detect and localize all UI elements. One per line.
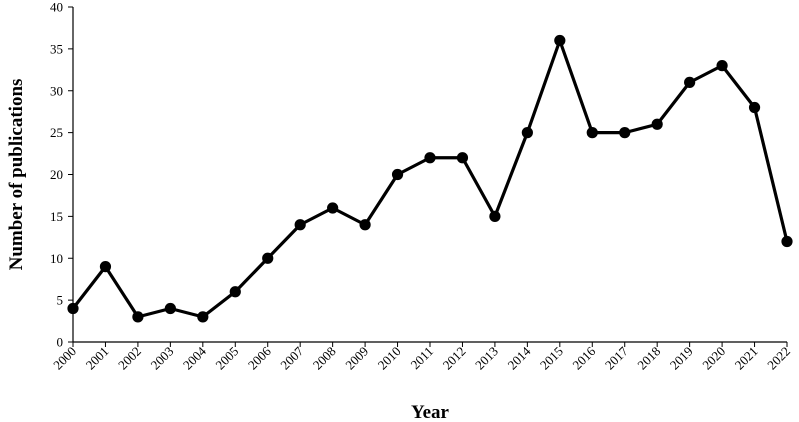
- y-tick-label: 10: [50, 251, 63, 266]
- x-tick-label: 2005: [212, 344, 241, 373]
- x-tick-label: 2017: [602, 343, 631, 372]
- data-point: [554, 34, 566, 47]
- data-point: [521, 127, 533, 139]
- x-tick-label: 2008: [310, 344, 339, 373]
- data-point: [748, 101, 761, 114]
- x-tick-label: 2006: [245, 343, 274, 372]
- data-point: [424, 152, 436, 164]
- data-point: [586, 127, 598, 139]
- x-tick-label: 2009: [342, 344, 371, 373]
- x-tick-label: 2019: [667, 344, 696, 373]
- y-ticks: 0 5 10 15 20 25 30 35 40: [50, 0, 73, 350]
- axes: [72, 7, 787, 343]
- x-tick-label: 2007: [277, 343, 306, 372]
- x-tick-label: 2012: [440, 344, 469, 373]
- data-point: [781, 235, 793, 248]
- y-tick-label: 0: [57, 335, 64, 350]
- y-tick-label: 20: [50, 167, 63, 182]
- series-layer: [67, 34, 793, 323]
- data-point: [229, 286, 241, 298]
- x-tick-label: 2003: [147, 344, 176, 373]
- x-tick-label: 2010: [375, 344, 404, 373]
- x-tick-label: 2000: [50, 344, 79, 373]
- x-tick-label: 2004: [180, 343, 209, 372]
- y-tick-label: 35: [50, 41, 63, 56]
- x-axis-title: Year: [411, 402, 450, 422]
- data-point: [327, 202, 339, 214]
- data-point: [164, 302, 176, 315]
- y-tick-label: 30: [50, 83, 63, 98]
- data-point: [197, 311, 209, 323]
- x-tick-label: 2021: [732, 344, 761, 373]
- data-point: [619, 127, 631, 139]
- x-tick-label: 2013: [472, 344, 501, 373]
- x-tick-label: 2014: [504, 343, 533, 372]
- y-tick-label: 15: [50, 209, 63, 224]
- x-tick-label: 2015: [537, 344, 566, 373]
- y-axis-title: Number of publications: [6, 79, 27, 271]
- data-point: [391, 168, 404, 181]
- data-point: [294, 219, 306, 231]
- data-point: [67, 302, 79, 315]
- x-tick-label: 2011: [407, 344, 436, 373]
- x-tick-label: 2002: [115, 344, 144, 373]
- x-tick-label: 2001: [83, 344, 112, 373]
- data-point: [99, 261, 112, 273]
- data-point: [651, 118, 663, 130]
- y-tick-label: 25: [50, 125, 63, 140]
- series-line: [71, 38, 789, 319]
- y-tick-label: 40: [50, 0, 63, 15]
- data-point: [716, 60, 728, 72]
- data-point: [262, 252, 274, 264]
- y-tick-label: 5: [57, 293, 64, 308]
- data-point: [684, 76, 696, 88]
- data-point: [456, 152, 469, 164]
- x-tick-label: 2022: [764, 344, 793, 373]
- x-tick-label: 2016: [569, 343, 598, 372]
- x-ticks: 2000 2001 2002 2003 2004 2005 2006 2007 2008 2009…: [50, 342, 793, 373]
- data-point: [489, 210, 501, 222]
- x-tick-label: 2018: [634, 344, 663, 373]
- x-tick-label: 2020: [699, 344, 728, 373]
- data-point: [132, 311, 144, 323]
- data-point: [359, 219, 371, 231]
